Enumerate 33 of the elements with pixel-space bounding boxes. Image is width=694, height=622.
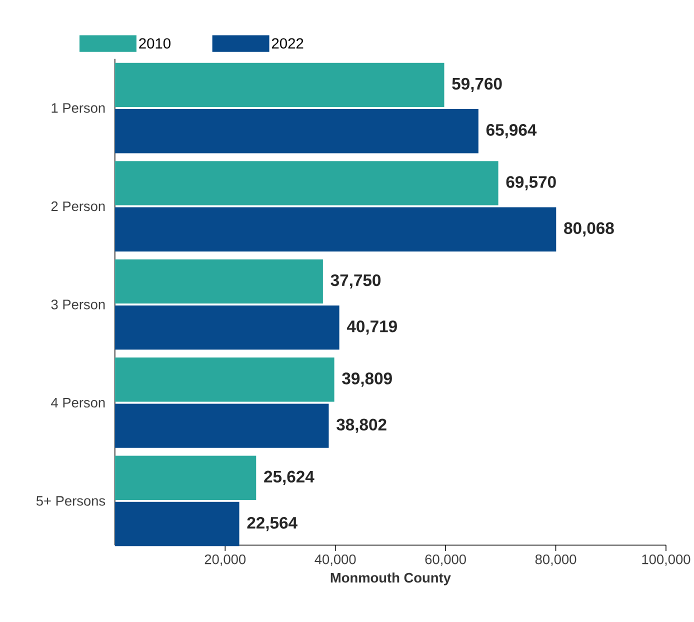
legend-label: 2010	[139, 38, 170, 49]
x-tick-label: 20,000	[204, 554, 246, 566]
bar	[114, 62, 444, 108]
data-label: 22,564	[247, 517, 298, 532]
data-label: 38,802	[336, 418, 386, 434]
bar	[114, 161, 498, 206]
data-label: 40,719	[346, 320, 397, 335]
data-label: 69,570	[506, 176, 556, 190]
data-label: 25,624	[264, 470, 314, 486]
x-axis-title: Monmouth County	[330, 572, 451, 586]
y-tick-label: 1 Person	[52, 103, 105, 113]
bar	[114, 259, 323, 304]
x-tick-label: 100,000	[642, 554, 690, 566]
bar	[114, 502, 240, 546]
x-tick-label: 40,000	[314, 554, 356, 566]
bar	[114, 404, 329, 448]
data-label: 39,809	[342, 372, 392, 387]
bar	[114, 109, 478, 154]
x-tick-label: 80,000	[535, 554, 576, 566]
bar	[114, 306, 340, 350]
data-label: 80,068	[564, 222, 614, 237]
data-label: 59,760	[452, 78, 502, 92]
bar	[114, 207, 556, 252]
y-tick-label: 2 Person	[51, 202, 105, 212]
y-tick-label: 4 Person	[51, 398, 105, 408]
bar	[114, 456, 256, 500]
x-tick-label: 60,000	[425, 554, 466, 566]
y-tick-label: 5+ Persons	[36, 496, 106, 506]
data-label: 37,750	[330, 274, 381, 289]
y-tick-label: 3 Person	[51, 300, 105, 310]
legend-label: 2022	[272, 38, 304, 49]
bar	[114, 358, 334, 402]
data-label: 65,964	[486, 124, 537, 138]
